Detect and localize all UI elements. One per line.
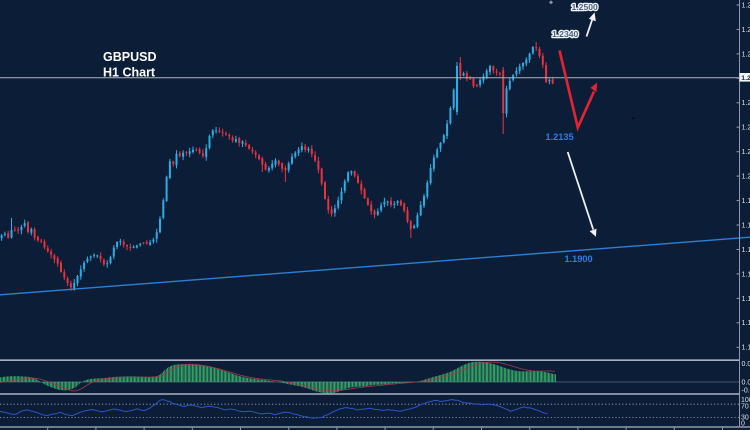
svg-text:0.0000: 0.0000 (742, 380, 750, 387)
svg-text:1.24500: 1.24500 (742, 125, 750, 132)
svg-text:1.24500: 1.24500 (742, 100, 750, 107)
svg-text:1.24500: 1.24500 (742, 51, 750, 58)
svg-text:1.14500: 1.14500 (742, 296, 750, 303)
svg-text:1.24500: 1.24500 (742, 149, 750, 156)
svg-text:GBPUSD: GBPUSD (103, 50, 156, 64)
svg-text:1.24500: 1.24500 (742, 27, 750, 34)
svg-text:70: 70 (741, 403, 749, 410)
svg-text:1.24500: 1.24500 (742, 174, 750, 181)
svg-text:-0.0010: -0.0010 (742, 388, 750, 395)
svg-text:1.2340: 1.2340 (552, 29, 579, 39)
svg-text:0: 0 (741, 420, 745, 427)
svg-text:1.2135: 1.2135 (546, 132, 574, 142)
svg-text:100: 100 (741, 397, 750, 404)
svg-text:30: 30 (741, 415, 749, 422)
svg-text:1.24500: 1.24500 (742, 2, 750, 9)
svg-text:H1 Chart: H1 Chart (103, 66, 156, 80)
svg-text:1.1900: 1.1900 (565, 254, 593, 264)
svg-text:1.14500: 1.14500 (742, 198, 750, 205)
svg-text:0.0010: 0.0010 (742, 361, 750, 368)
svg-text:1.14500: 1.14500 (742, 247, 750, 254)
svg-text:1.14500: 1.14500 (742, 345, 750, 352)
svg-text:1.14500: 1.14500 (742, 320, 750, 327)
svg-text:1.14500: 1.14500 (742, 222, 750, 229)
svg-text:1.22480: 1.22480 (741, 75, 750, 82)
svg-text:1.14500: 1.14500 (742, 271, 750, 278)
svg-text:1.2500: 1.2500 (572, 2, 599, 12)
